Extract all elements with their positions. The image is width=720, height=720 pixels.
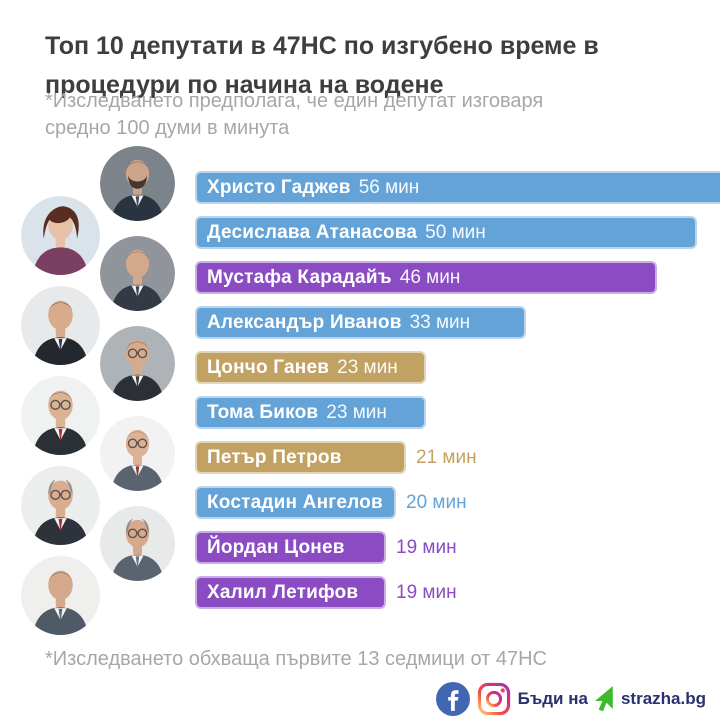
bar-2: Десислава Атанасова 50 мин [195,216,697,249]
bar-name-4: Александър Иванов [207,311,402,333]
chart-subtitle-line1: *Изследването предполага, че един депута… [45,90,544,112]
bar-8: Костадин Ангелов [195,486,396,519]
bar-name-7: Петър Петров [207,446,342,468]
bar-4: Александър Иванов 33 мин [195,306,526,339]
bar-10: Халил Летифов [195,576,386,609]
footer-branding: Бъди на strazha.bg [435,681,706,716]
mp-photo-7 [100,416,175,491]
footer-site-name: strazha.bg [620,688,706,708]
bar-6: Тома Биков 23 мин [195,396,426,429]
bar-5: Цончо Ганев 23 мин [195,351,426,384]
bar-1: Христо Гаджев 56 мин [195,171,720,204]
chart-title: Топ 10 депутати в 47НС по изгубено време… [45,27,690,105]
facebook-icon [435,681,470,716]
bar-7: Петър Петров [195,441,406,474]
mp-photo-5 [100,326,175,401]
bar-name-8: Костадин Ангелов [207,491,383,513]
footer-cta-text: Бъди на [517,688,588,708]
mp-photo-8 [21,466,100,545]
bar-value-4: 33 мин [409,311,471,333]
bar-value-7: 21 мин [416,447,477,468]
chart-title-line1: Топ 10 депутати в 47НС по изгубено време… [45,32,599,60]
bar-value-2: 50 мин [425,221,486,243]
mp-photo-6 [21,376,100,455]
bar-value-8: 20 мин [406,492,467,513]
bar-3: Мустафа Карадайъ 46 мин [195,261,657,294]
bar-value-10: 19 мин [396,582,457,603]
mp-photo-2 [21,196,100,275]
bar-value-5: 23 мин [337,356,398,378]
mp-photo-9 [100,506,175,581]
mp-photo-10 [21,556,100,635]
bar-name-5: Цончо Ганев [207,356,330,378]
bar-name-1: Христо Гаджев [207,176,351,198]
bar-value-9: 19 мин [396,537,457,558]
bar-name-3: Мустафа Карадайъ [207,266,392,288]
bar-value-3: 46 мин [399,266,461,288]
mp-photo-3 [100,236,175,311]
bar-9: Йордан Цонев [195,531,386,564]
chart-subtitle: *Изследването предполага, че един депута… [45,88,665,142]
bar-name-9: Йордан Цонев [207,536,345,558]
mp-photo-4 [21,286,100,365]
bar-name-6: Тома Биков [207,401,319,423]
bar-value-6: 23 мин [326,401,387,423]
chart-subtitle-line2: средно 100 думи в минута [45,117,290,139]
bar-value-1: 56 мин [358,176,420,198]
chart-title-line2: процедури по начина на водене [45,71,444,99]
instagram-icon [477,682,511,716]
bar-name-10: Халил Летифов [207,581,359,603]
cursor-arrow-icon [594,685,614,712]
footnote: *Изследването обхваща първите 13 седмици… [45,648,548,670]
bar-name-2: Десислава Атанасова [207,221,418,243]
mp-photo-1 [100,146,175,221]
